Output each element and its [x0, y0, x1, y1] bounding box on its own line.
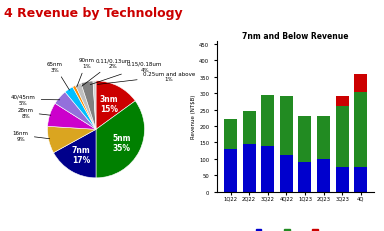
Bar — [280, 97, 293, 156]
Bar — [298, 117, 311, 162]
Bar — [261, 146, 274, 192]
Y-axis label: Revenue (NT$B): Revenue (NT$B) — [191, 94, 197, 139]
Text: 40/45nm
5%: 40/45nm 5% — [11, 94, 60, 105]
Bar — [298, 162, 311, 192]
Bar — [336, 167, 349, 192]
Text: 65nm
3%: 65nm 3% — [47, 62, 70, 91]
Text: 0.11/0.13um
2%: 0.11/0.13um 2% — [82, 58, 131, 87]
Legend: 7nm, 5nm, 3nm: 7nm, 5nm, 3nm — [253, 227, 338, 231]
Wedge shape — [93, 82, 96, 130]
Wedge shape — [48, 127, 96, 153]
Wedge shape — [96, 82, 135, 130]
Wedge shape — [55, 93, 96, 130]
Wedge shape — [53, 130, 96, 178]
Bar — [336, 107, 349, 167]
Bar — [243, 144, 256, 192]
Title: 7nm and Below Revenue: 7nm and Below Revenue — [242, 32, 349, 41]
Wedge shape — [73, 86, 96, 130]
Bar — [224, 120, 237, 149]
Text: 90nm
1%: 90nm 1% — [77, 58, 94, 88]
Text: 4 Revenue by Technology: 4 Revenue by Technology — [4, 7, 182, 20]
Text: 7nm
17%: 7nm 17% — [72, 145, 91, 164]
Wedge shape — [75, 84, 96, 130]
Text: 0.25um and above
1%: 0.25um and above 1% — [98, 71, 195, 85]
Text: 5nm
35%: 5nm 35% — [113, 133, 131, 153]
Wedge shape — [96, 101, 144, 178]
Bar — [354, 92, 367, 167]
Wedge shape — [48, 104, 96, 130]
Bar — [354, 74, 367, 92]
Bar — [317, 117, 330, 159]
Bar — [317, 159, 330, 192]
Wedge shape — [81, 82, 96, 130]
Bar — [354, 167, 367, 192]
Bar — [336, 97, 349, 107]
Bar — [261, 95, 274, 146]
Bar — [224, 149, 237, 192]
Bar — [243, 112, 256, 144]
Bar — [280, 156, 293, 192]
Wedge shape — [65, 88, 96, 130]
Text: 16nm
9%: 16nm 9% — [13, 130, 50, 141]
Text: 0.15/0.18um
4%: 0.15/0.18um 4% — [90, 62, 162, 85]
Text: 3nm
15%: 3nm 15% — [100, 94, 119, 114]
Text: 28nm
8%: 28nm 8% — [18, 107, 51, 118]
